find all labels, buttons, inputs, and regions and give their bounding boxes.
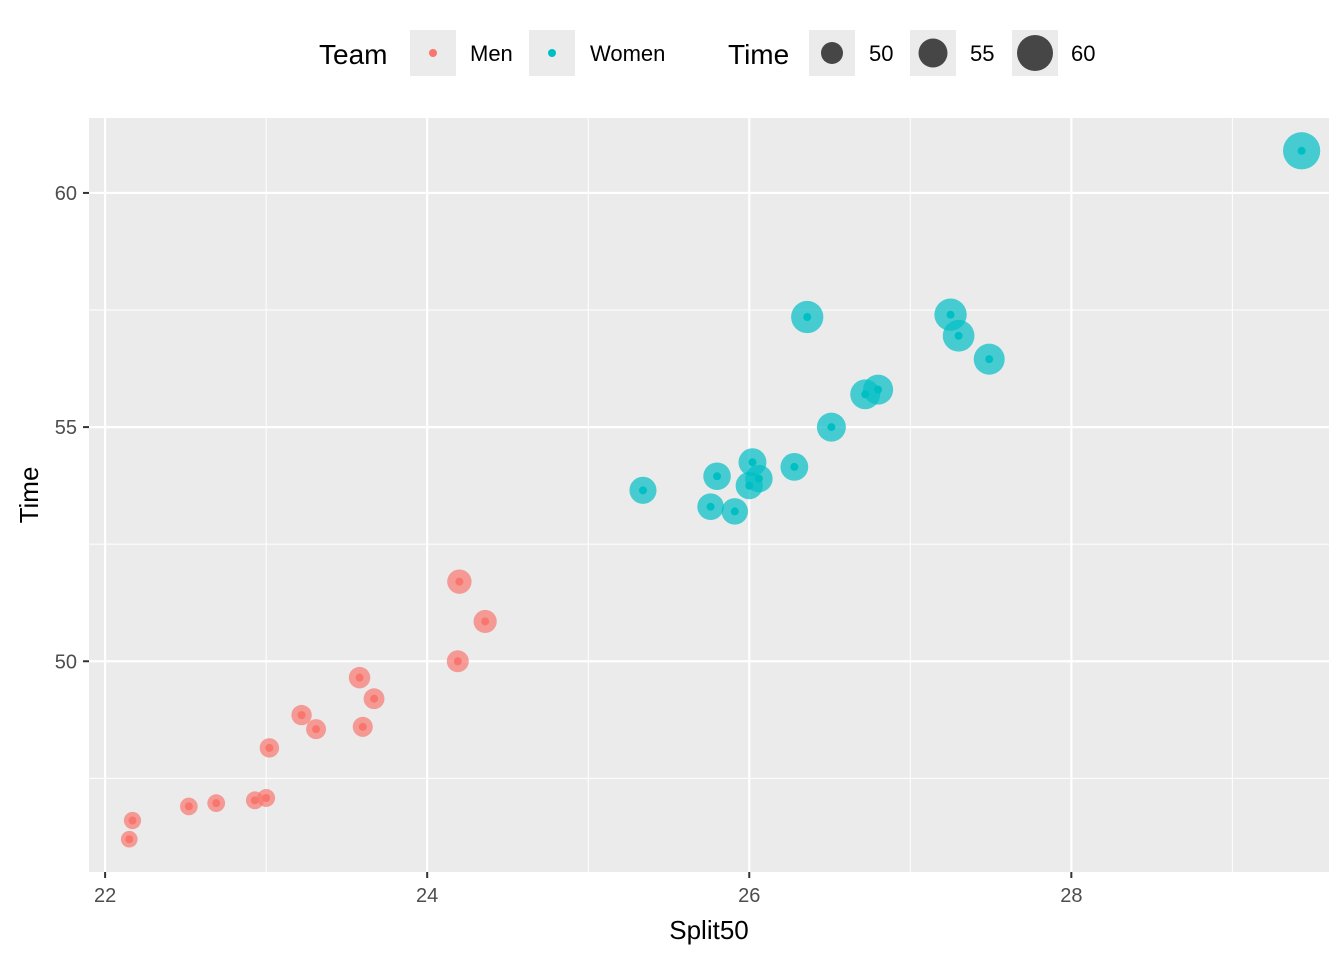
- axis-ticks: 22 24 26 28 50 55 60: [55, 183, 1083, 907]
- legend-label-men: Men: [470, 41, 513, 66]
- point-center-men: [128, 816, 137, 825]
- point-center-men: [184, 802, 193, 811]
- point-center-men: [455, 577, 464, 586]
- point-center-men: [481, 617, 490, 626]
- point-center-women: [946, 310, 955, 319]
- y-tick-label: 50: [55, 651, 77, 673]
- point-center-men: [355, 673, 364, 682]
- point-center-women: [803, 313, 812, 322]
- legend-label-55: 55: [970, 41, 994, 66]
- point-center-women: [748, 458, 757, 467]
- legend-size-60: [1012, 30, 1058, 76]
- legend-key-women: [529, 30, 575, 76]
- legend-size-60-dot: [1017, 35, 1053, 71]
- point-center-women: [713, 472, 722, 481]
- legend-label-50: 50: [869, 41, 893, 66]
- point-center-women: [827, 423, 836, 432]
- y-axis-title: Time: [14, 467, 44, 524]
- legend-size-50: [809, 30, 855, 76]
- point-center-men: [370, 694, 379, 703]
- x-axis-title: Split50: [669, 915, 749, 945]
- legend-size-55-dot: [918, 38, 948, 68]
- point-center-men: [250, 796, 259, 805]
- legend-size-50-dot: [821, 42, 843, 64]
- point-center-men: [297, 711, 306, 720]
- point-center-men: [453, 657, 462, 666]
- legend-key-women-dot: [548, 49, 556, 57]
- point-center-men: [265, 743, 274, 752]
- legend-label-women: Women: [590, 41, 665, 66]
- point-center-women: [706, 502, 715, 511]
- legend: Team Men Women Time 50 55 60: [319, 30, 1095, 76]
- point-center-women: [1297, 146, 1306, 155]
- y-tick-label: 55: [55, 417, 77, 439]
- x-tick-label: 22: [94, 885, 116, 907]
- point-center-women: [754, 474, 763, 483]
- point-center-women: [985, 355, 994, 364]
- point-center-men: [312, 725, 321, 734]
- legend-label-60: 60: [1071, 41, 1095, 66]
- point-center-women: [730, 507, 739, 516]
- data-points: [120, 132, 1321, 848]
- legend-size-title: Time: [728, 39, 789, 70]
- point-center-women: [638, 486, 647, 495]
- point-center-men: [262, 794, 271, 803]
- point-center-women: [790, 462, 799, 471]
- legend-key-men: [410, 30, 456, 76]
- x-tick-label: 24: [416, 885, 438, 907]
- y-tick-label: 60: [55, 183, 77, 205]
- point-center-men: [212, 799, 221, 808]
- gridlines: [89, 118, 1329, 872]
- legend-key-men-dot: [429, 49, 437, 57]
- legend-size-55: [910, 30, 956, 76]
- point-center-women: [954, 331, 963, 340]
- point-center-men: [125, 835, 134, 844]
- point-center-women: [874, 385, 883, 394]
- point-center-men: [358, 722, 367, 731]
- x-tick-label: 26: [738, 885, 760, 907]
- x-tick-label: 28: [1060, 885, 1082, 907]
- legend-color-title: Team: [319, 39, 387, 70]
